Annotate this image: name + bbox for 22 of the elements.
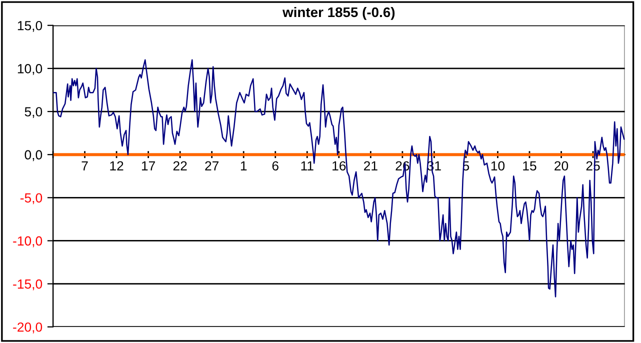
x-tick-label: 6 xyxy=(272,161,278,171)
x-tick-label: 17 xyxy=(142,161,155,170)
x-tick-label: 10 xyxy=(491,161,505,171)
x-tick-label: 1 xyxy=(240,161,247,170)
y-tick-label: 10,0 xyxy=(18,64,42,75)
x-tick-label: 27 xyxy=(205,161,219,170)
chart-title: winter 1855 (-0.6) xyxy=(282,6,395,20)
x-tick-label: 21 xyxy=(364,161,378,170)
x-tick-label: 22 xyxy=(173,161,187,170)
y-tick-label: 0,0 xyxy=(24,150,42,162)
x-tick-label: 7 xyxy=(82,161,88,170)
y-tick-label: -20,0 xyxy=(13,322,42,334)
y-tick-label: -15,0 xyxy=(13,279,42,290)
y-tick-label: 15,0 xyxy=(18,20,42,32)
x-tick-label: 20 xyxy=(554,161,568,171)
x-tick-label: 15 xyxy=(523,161,536,171)
y-tick-label: -5,0 xyxy=(20,193,42,204)
x-tick-label: 12 xyxy=(110,161,124,170)
y-tick-label: 5,0 xyxy=(24,107,42,118)
y-tick-label: -10,0 xyxy=(13,236,42,248)
x-tick-label: 11 xyxy=(301,161,314,170)
x-tick-label: 16 xyxy=(332,161,346,171)
